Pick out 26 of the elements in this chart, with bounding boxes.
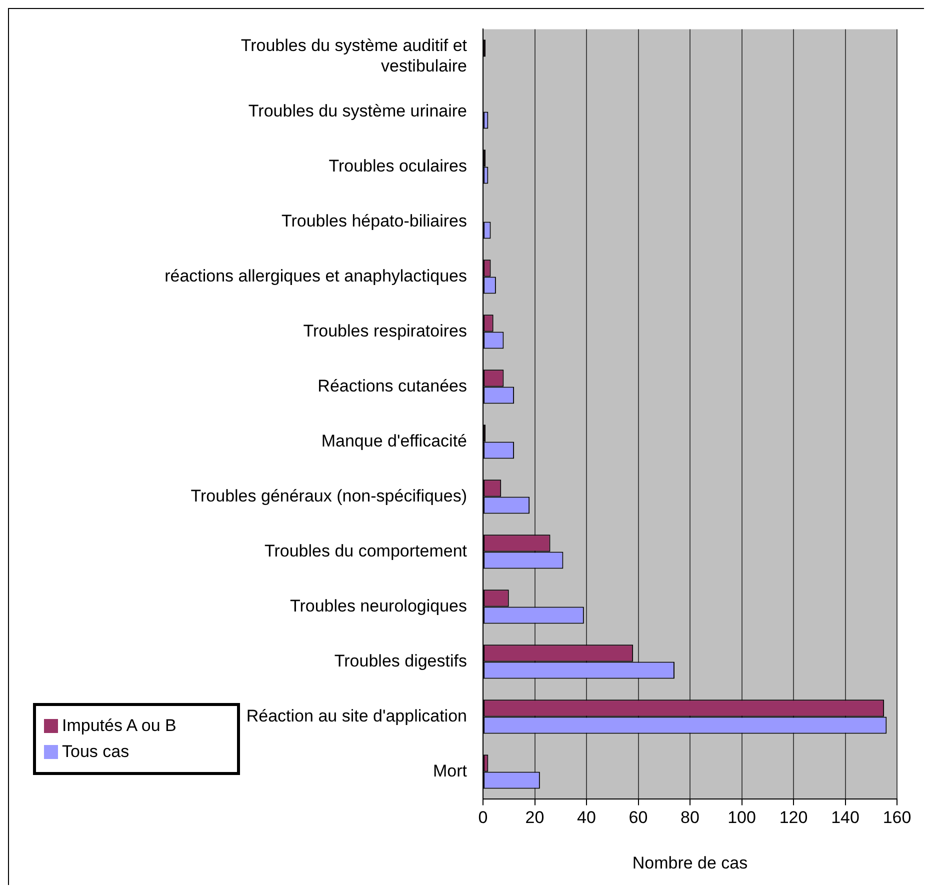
y-tick-label: Réaction au site d'application [246, 706, 467, 726]
x-tick-label: 40 [577, 808, 596, 828]
y-tick-label: Troubles respiratoires [303, 321, 467, 340]
y-tick-label: Troubles du système auditif et vestibulaire [240, 36, 468, 76]
y-tick-label: Manque d'efficacité [321, 431, 467, 450]
y-tick-label: Réactions cutanées [318, 376, 467, 396]
y-tick-label: Troubles neurologiques [290, 596, 467, 616]
x-tick-label: 80 [680, 808, 700, 828]
legend-label: Imputés A ou B [62, 716, 176, 736]
y-tick-label: réactions allergiques et anaphylactiques [164, 266, 467, 286]
x-tick-label: 160 [882, 808, 912, 828]
x-tick-label: 0 [478, 808, 488, 828]
x-tick-label: 60 [628, 808, 648, 828]
y-tick-label: Troubles du système urinaire [248, 101, 467, 120]
y-tick-label: Troubles du comportement [264, 541, 468, 560]
x-tick-label: 120 [779, 808, 808, 828]
y-tick-label: Troubles généraux (non-spécifiques) [190, 486, 467, 506]
x-tick-label: 20 [525, 808, 544, 828]
y-tick-label: Troubles oculaires [328, 156, 467, 176]
legend-label: Tous cas [62, 742, 130, 762]
x-tick-label: 100 [728, 808, 756, 828]
y-tick-label: Mort [433, 761, 468, 780]
y-tick-label: Troubles hépato-biliaires [281, 211, 467, 230]
y-tick-label: Troubles digestifs [334, 651, 467, 670]
x-tick-label: 140 [831, 808, 860, 828]
x-axis-title: Nombre de cas [632, 853, 748, 872]
